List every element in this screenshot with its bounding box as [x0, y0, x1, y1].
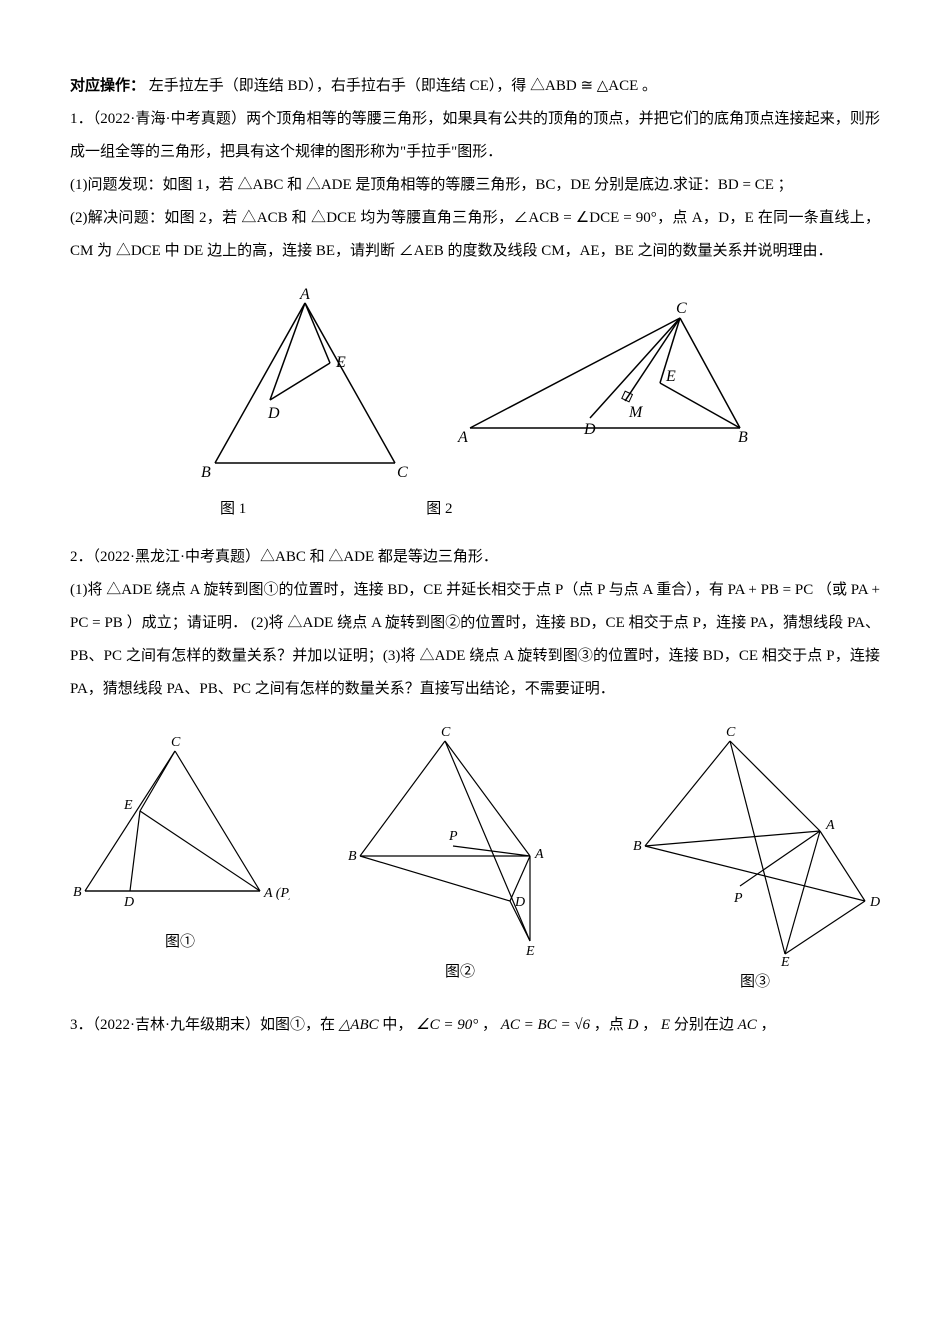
svg-text:A: A [534, 847, 544, 862]
figure-2: A B C D E M [455, 288, 755, 448]
svg-text:E: E [335, 354, 346, 371]
problem-1-part2: (2)解决问题：如图 2，若 △ACB 和 △DCE 均为等腰直角三角形，∠AC… [70, 202, 880, 268]
svg-text:C: C [397, 464, 408, 481]
p3-a: 中， [382, 1017, 412, 1033]
svg-text:B: B [738, 429, 748, 446]
svg-text:C: C [441, 726, 451, 740]
svg-text:B: B [201, 464, 211, 481]
p3-b: ， [482, 1017, 497, 1033]
operation-label: 对应操作： [70, 78, 145, 94]
svg-text:P: P [733, 891, 743, 906]
svg-text:C: C [171, 735, 181, 750]
svg-text:E: E [525, 944, 535, 956]
svg-text:D: D [583, 421, 596, 438]
svg-text:E: E [665, 368, 676, 385]
p3-pre: 3．（2022·吉林·九年级期末）如图①，在 [70, 1017, 339, 1033]
svg-text:A: A [299, 288, 310, 303]
p3-d: ， [642, 1017, 657, 1033]
figure-1: A B C D E [195, 288, 415, 488]
svg-text:D: D [869, 895, 880, 910]
p3-AC: AC [738, 1017, 757, 1033]
figure-c2: B A C D E P [345, 726, 575, 956]
svg-text:P: P [448, 829, 458, 844]
operation-line: 对应操作： 左手拉左手（即连结 BD），右手拉右手（即连结 CE），得 △ABD… [70, 70, 880, 103]
problem-3-stem: 3．（2022·吉林·九年级期末）如图①，在 △ABC 中， ∠C = 90° … [70, 1009, 880, 1042]
svg-text:B: B [633, 839, 642, 854]
svg-text:B: B [73, 885, 82, 900]
problem-1-part1: (1)问题发现：如图 1，若 △ABC 和 △ADE 是顶角相等的等腰三角形，B… [70, 169, 880, 202]
figure-c1-wrap: B A (P) C D E 图① [70, 726, 290, 999]
figure-c3-label: 图③ [630, 966, 880, 999]
figure-c1-label: 图① [70, 926, 290, 959]
figure-c3: B A C D E P [630, 726, 880, 966]
svg-text:D: D [123, 895, 134, 910]
svg-text:E: E [123, 798, 133, 813]
p3-tri-abc: △ABC [339, 1017, 379, 1033]
p3-D: D [628, 1017, 639, 1033]
figure-c2-wrap: B A C D E P 图② [345, 726, 575, 999]
p3-ang: ∠C = 90° [416, 1017, 478, 1033]
figure-2-label: 图 2 [426, 493, 452, 526]
svg-text:C: C [726, 726, 736, 740]
svg-text:M: M [628, 404, 644, 421]
figure-1-label: 图 1 [220, 493, 246, 526]
svg-text:D: D [514, 895, 525, 910]
svg-text:E: E [780, 955, 790, 966]
svg-text:B: B [348, 849, 357, 864]
p3-f: ， [761, 1017, 776, 1033]
svg-text:D: D [267, 405, 280, 422]
problem-1-stem: 1．（2022·青海·中考真题）两个顶角相等的等腰三角形，如果具有公共的顶角的顶… [70, 103, 880, 169]
p3-E: E [661, 1017, 670, 1033]
operation-text: 左手拉左手（即连结 BD），右手拉右手（即连结 CE），得 △ABD ≅ △AC… [149, 78, 657, 94]
svg-text:C: C [676, 300, 687, 317]
problem-2-stem: 2．（2022·黑龙江·中考真题）△ABC 和 △ADE 都是等边三角形． [70, 541, 880, 574]
figure-c2-label: 图② [345, 956, 575, 989]
figure-row-2: B A (P) C D E 图① B A C D E P 图② B A C D E P 图③ [70, 726, 880, 999]
figure-c1: B A (P) C D E [70, 726, 290, 926]
p3-acbc: AC = BC = √6 [501, 1017, 590, 1033]
svg-text:A: A [825, 818, 835, 833]
svg-text:A (P): A (P) [263, 886, 290, 901]
figure-labels-row: 图 1 图 2 [220, 493, 880, 526]
p3-c: ，点 [594, 1017, 628, 1033]
figure-c3-wrap: B A C D E P 图③ [630, 726, 880, 999]
svg-text:A: A [457, 429, 468, 446]
figure-row-1: A B C D E A B C D E M [70, 288, 880, 488]
p3-e: 分别在边 [674, 1017, 738, 1033]
problem-2-body: (1)将 △ADE 绕点 A 旋转到图①的位置时，连接 BD，CE 并延长相交于… [70, 574, 880, 706]
